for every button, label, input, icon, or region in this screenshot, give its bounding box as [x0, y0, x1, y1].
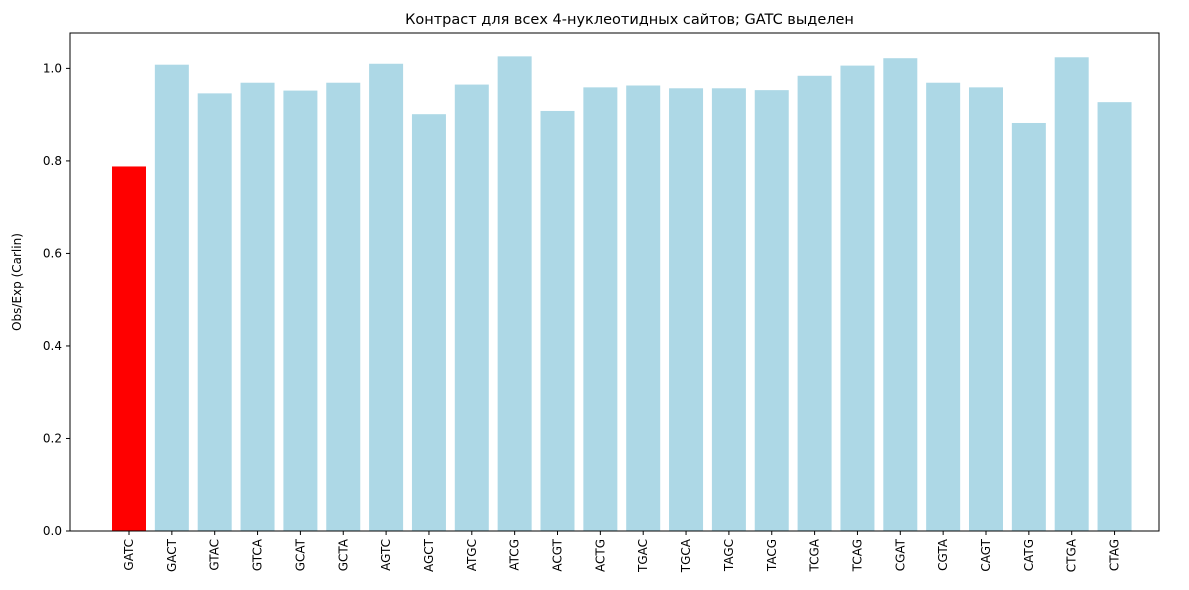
bar-gatc [112, 166, 146, 531]
y-axis-label: Obs/Exp (Carlin) [10, 233, 24, 331]
bar-tgca [669, 88, 704, 531]
x-tick-label: TCAG [850, 539, 864, 572]
bar-gtca [240, 82, 275, 531]
x-tick-label: AGCT [422, 538, 436, 572]
plot-frame [69, 32, 1160, 532]
bar-gcta [326, 82, 361, 531]
x-tick-label: ATGC [465, 539, 479, 571]
x-tick-label: GTAC [208, 539, 222, 571]
bar-gcat [283, 90, 318, 531]
x-tick-label: CGTA [936, 538, 950, 571]
y-tick-label: 0.0 [43, 524, 62, 538]
x-tick-label: ACTG [593, 539, 607, 572]
y-tick-label: 0.2 [43, 431, 62, 445]
bar-tacg [754, 90, 789, 531]
x-tick-label: GTCA [251, 538, 265, 571]
bar-atgc [454, 84, 489, 531]
x-tick-label: CGAT [893, 538, 907, 571]
x-tick-label: AGTC [379, 539, 393, 571]
bar-tgac [626, 85, 661, 531]
x-tick-label: TAGC [722, 539, 736, 572]
x-tick-label: GACT [165, 538, 179, 572]
bar-cgat [883, 58, 918, 532]
y-ticks-group: 0.0 0.2 0.4 0.6 0.8 1.0 [43, 61, 70, 538]
bar-actg [583, 87, 618, 532]
x-tick-label: CTGA [1065, 538, 1079, 572]
x-tick-label: CATG [1022, 539, 1036, 571]
x-tick-label: TACG [765, 539, 779, 572]
x-tick-label: GCAT [293, 538, 307, 571]
bars-group [112, 56, 1132, 532]
x-tick-label: TGAC [636, 539, 650, 573]
bar-ctag [1097, 102, 1132, 531]
bar-cagt [969, 87, 1003, 532]
y-tick-label: 1.0 [43, 61, 62, 75]
chart-title: Контраст для всех 4-нуклеотидных сайтов;… [405, 12, 854, 28]
x-tick-label: ACGT [551, 538, 565, 571]
bar-gtac [197, 93, 232, 532]
x-tick-label: GATC [122, 539, 136, 571]
x-tick-label: ATCG [508, 539, 522, 571]
bar-tcag [840, 65, 875, 532]
y-tick-label: 0.8 [43, 154, 62, 168]
y-tick-label: 0.6 [43, 246, 62, 260]
x-tick-label: CAGT [979, 538, 993, 571]
y-tick-label: 0.4 [43, 339, 62, 353]
bar-agct [411, 114, 446, 531]
x-tick-label: GCTA [336, 538, 350, 571]
bar-atcg [497, 56, 532, 532]
bar-agtc [369, 63, 404, 531]
x-ticks-group: GATC GACT GTAC GTCA GCAT GCTA AGTC AGCT ATGC ATCG… [122, 531, 1122, 573]
bar-tagc [711, 88, 746, 531]
bar-tcga [797, 75, 832, 531]
x-tick-label: CTAG [1108, 539, 1122, 571]
bar-catg [1011, 122, 1046, 531]
bar-cgta [926, 82, 961, 531]
bar-gact [154, 64, 189, 531]
bar-ctga [1054, 57, 1089, 531]
x-tick-label: TCGA [808, 538, 822, 572]
bar-acgt [540, 110, 575, 531]
x-tick-label: TGCA [679, 538, 693, 573]
